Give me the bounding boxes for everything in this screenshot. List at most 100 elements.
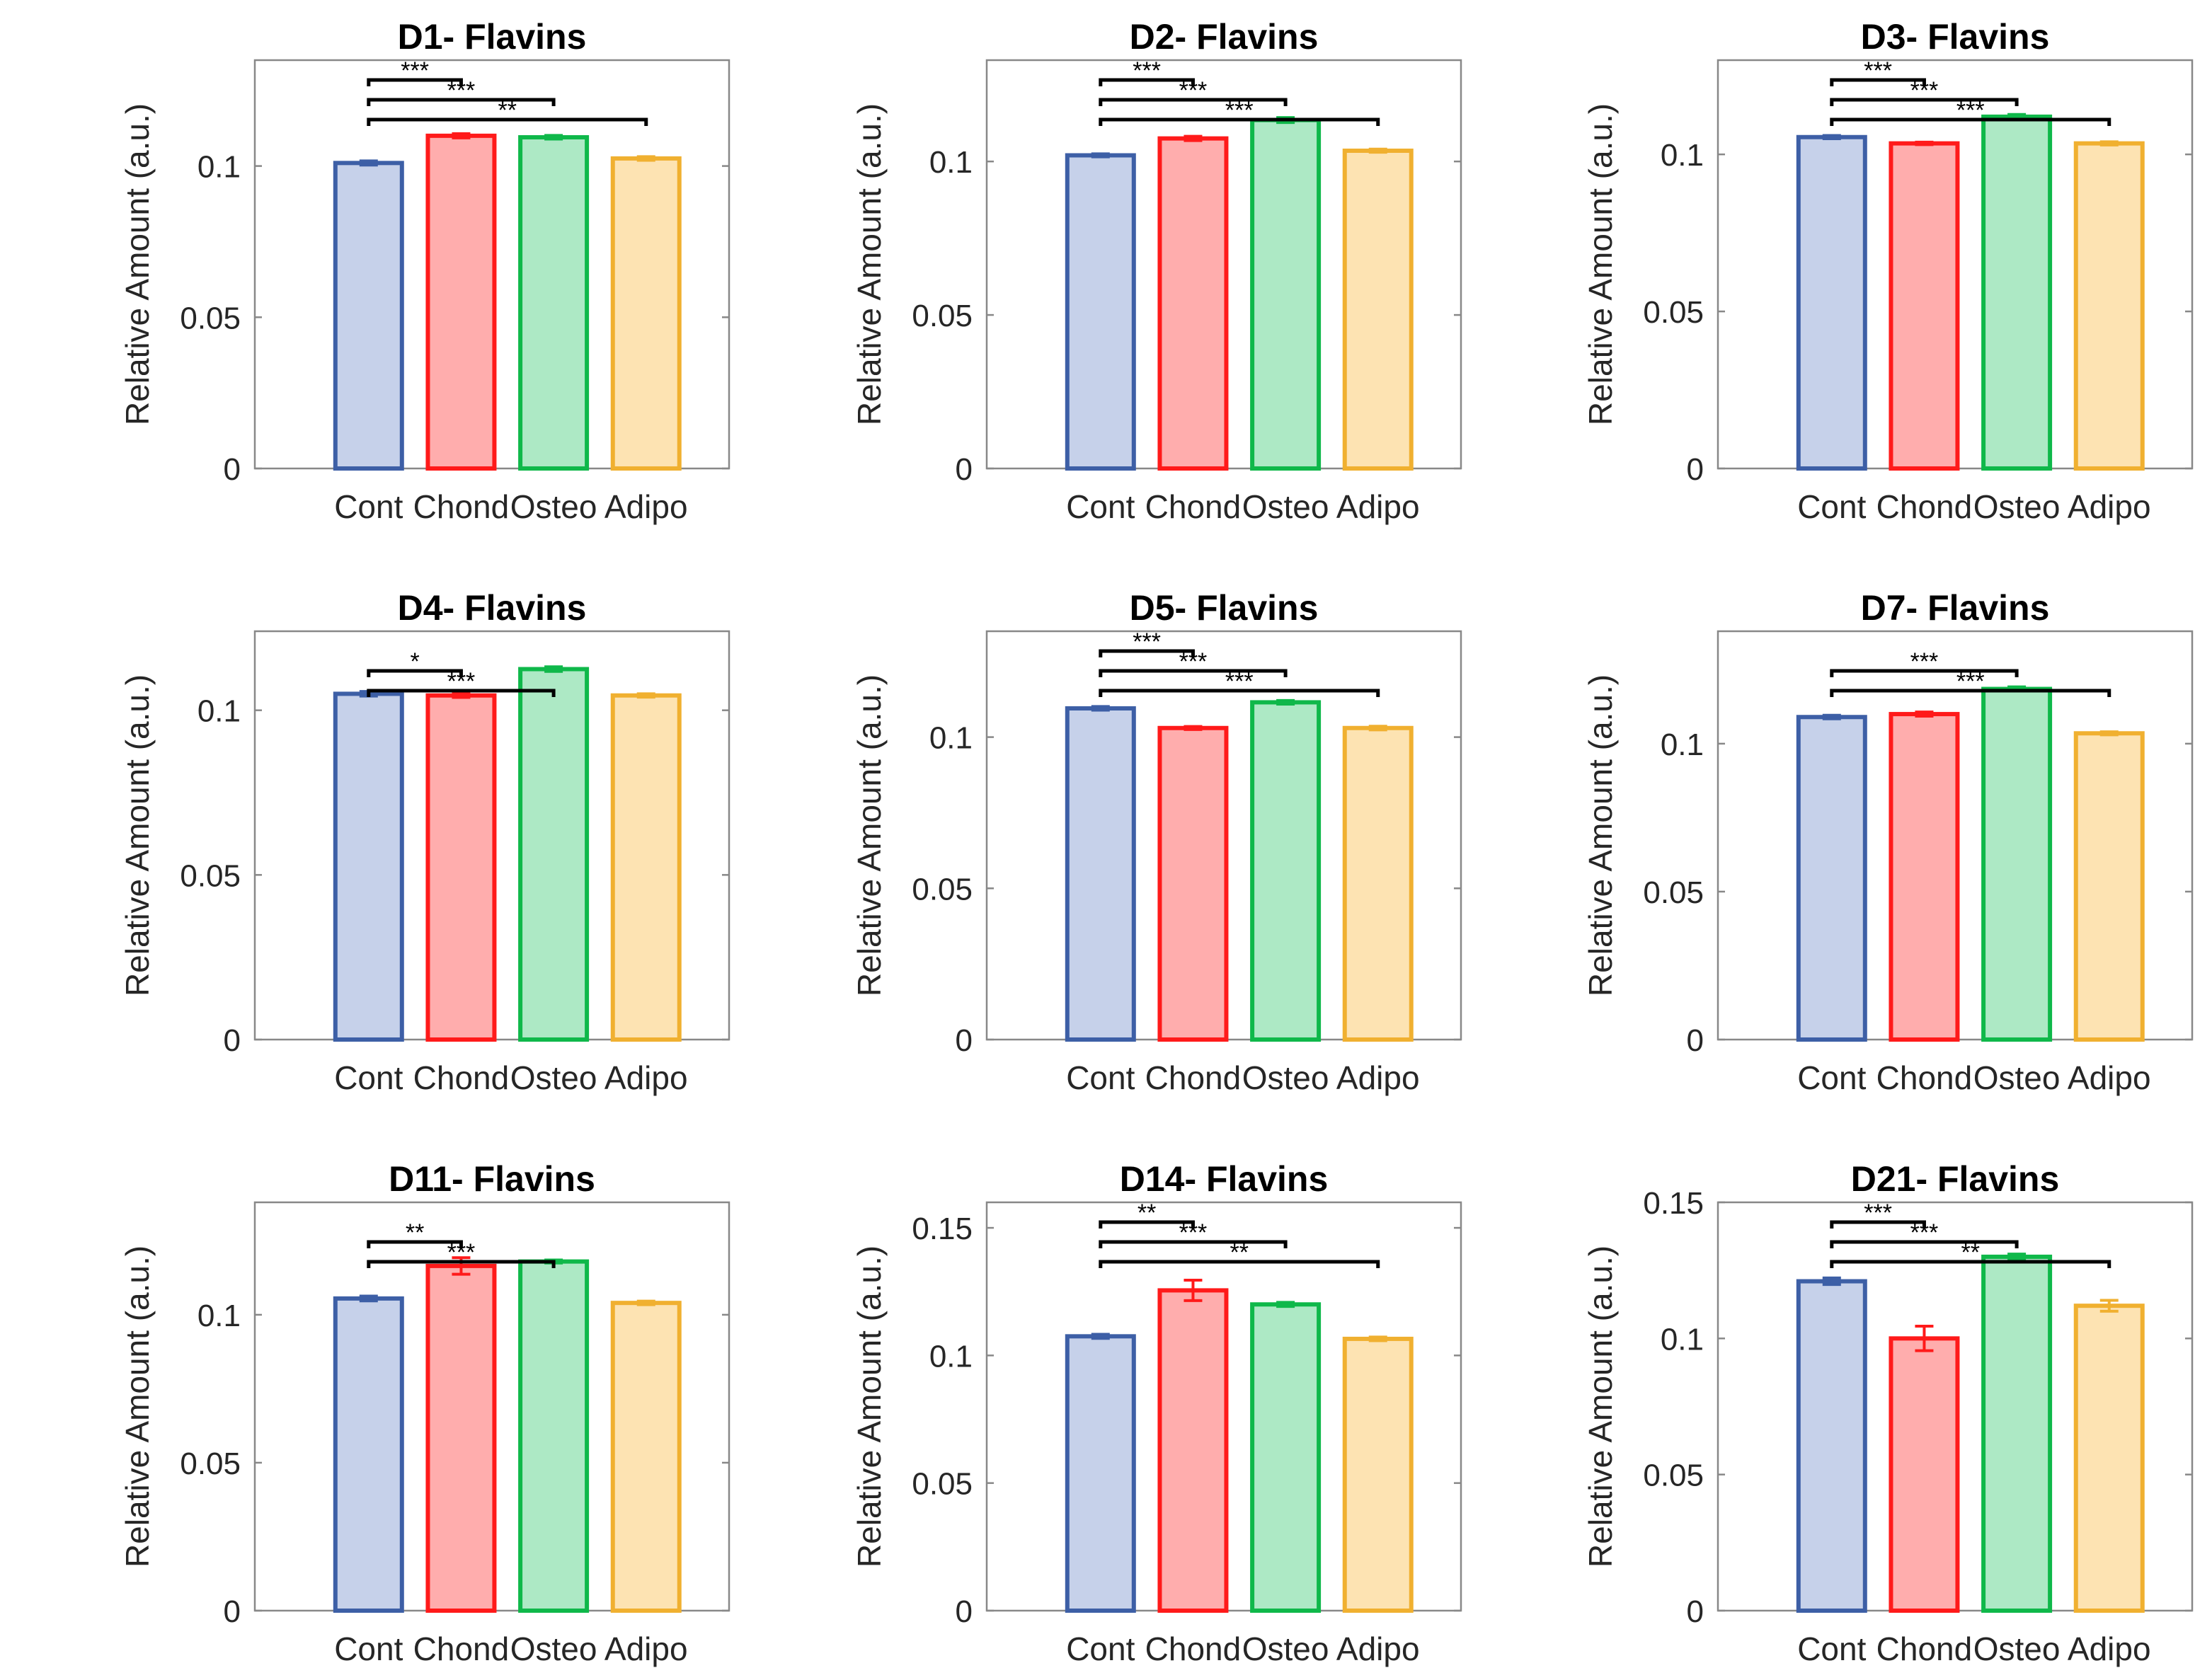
y-tick-label: 0.15 — [912, 1212, 973, 1246]
significance-label: ** — [1230, 1239, 1249, 1266]
significance-bracket — [1830, 1240, 2019, 1248]
chart-panel-9: 0 0.05 0.1 0.15 D21- Flavins Relative Amount … — [1582, 1159, 2194, 1667]
bar-osteo — [1981, 686, 2053, 1042]
significance-bracket — [1099, 1240, 1288, 1248]
y-tick-label: 0.15 — [1643, 1186, 1704, 1221]
bar-adipo — [610, 156, 682, 471]
bar-adipo — [2073, 731, 2145, 1042]
significance-label: *** — [1179, 77, 1208, 104]
chart-title: D11- Flavins — [389, 1159, 595, 1199]
significance-label: *** — [1179, 648, 1208, 675]
bar-cont — [1065, 706, 1136, 1042]
x-tick-label: Chond — [1145, 1630, 1242, 1667]
significance-label: ** — [406, 1219, 424, 1246]
chart-title: D5- Flavins — [1130, 588, 1319, 628]
y-tick-label: 0 — [1687, 1594, 1704, 1629]
y-axis-label: Relative Amount (a.u.) — [851, 1245, 888, 1567]
significance-bracket — [367, 117, 648, 126]
significance-bracket — [1830, 78, 1926, 86]
y-tick-label: 0.05 — [912, 1467, 973, 1502]
significance-bracket — [367, 1260, 556, 1268]
bar-adipo — [1342, 725, 1414, 1042]
significance-label: *** — [1956, 668, 1985, 695]
chart-panel-7: 0 0.05 0.1 D11- Flavins Relative Amount (a.u… — [119, 1159, 730, 1667]
y-tick-label: 0 — [224, 1594, 241, 1629]
chart-title: D21- Flavins — [1851, 1159, 2060, 1199]
bar-osteo — [1250, 700, 1322, 1042]
significance-bracket — [1830, 1260, 2111, 1268]
y-tick-label: 0.1 — [1661, 727, 1704, 762]
significance-bracket — [1830, 1220, 1926, 1229]
significance-bracket — [367, 98, 556, 106]
y-axis-label: Relative Amount (a.u.) — [1582, 674, 1619, 996]
x-tick-label: Chond — [413, 1059, 510, 1096]
bar-cont — [1065, 153, 1136, 471]
y-tick-label: 0.1 — [929, 721, 973, 756]
bar-cont — [1796, 134, 1867, 471]
y-axis-label: Relative Amount (a.u.) — [119, 1245, 156, 1567]
significance-bracket — [1099, 669, 1288, 677]
significance-label: *** — [1133, 57, 1161, 84]
x-tick-label: Osteo — [510, 1630, 597, 1667]
bar-adipo — [610, 1301, 682, 1613]
significance-label: *** — [447, 77, 476, 104]
significance-bracket — [367, 669, 463, 677]
y-axis-label: Relative Amount (a.u.) — [119, 103, 156, 425]
x-tick-label: Adipo — [2068, 488, 2151, 525]
significance-label: *** — [1910, 1219, 1939, 1246]
y-tick-label: 0 — [956, 1594, 973, 1629]
y-tick-label: 0.05 — [1643, 295, 1704, 330]
bar-chond — [1889, 712, 1960, 1042]
y-tick-label: 0.1 — [929, 1339, 973, 1374]
x-tick-label: Adipo — [2068, 1059, 2151, 1096]
bar-osteo — [1250, 117, 1322, 471]
y-tick-label: 0.05 — [1643, 875, 1704, 910]
x-tick-label: Adipo — [1336, 1059, 1420, 1096]
bar-chond — [1889, 1336, 1960, 1613]
significance-label: *** — [1225, 97, 1254, 124]
significance-bracket — [367, 1240, 463, 1248]
significance-label: ** — [1137, 1199, 1156, 1226]
chart-title: D2- Flavins — [1130, 17, 1319, 57]
chart-title: D1- Flavins — [398, 17, 587, 57]
x-tick-label: Cont — [334, 1059, 403, 1096]
bar-cont — [1796, 715, 1867, 1042]
bar-osteo — [518, 1259, 590, 1613]
significance-label: ** — [1961, 1239, 1980, 1266]
chart-panel-1: 0 0.05 0.1 D1- Flavins Relative Amount (a.u.… — [119, 17, 730, 525]
chart-panel-5: 0 0.05 0.1 D5- Flavins Relative Amount (a.u.… — [851, 588, 1462, 1096]
bar-cont — [1065, 1334, 1136, 1613]
bar-cont — [1796, 1279, 1867, 1613]
x-tick-label: Chond — [413, 488, 510, 525]
significance-bracket — [1099, 98, 1288, 106]
y-tick-label: 0.05 — [1643, 1459, 1704, 1493]
chart-title: D7- Flavins — [1861, 588, 2050, 628]
chart-panel-4: 0 0.05 0.1 D4- Flavins Relative Amount (a.u.… — [119, 588, 730, 1096]
x-tick-label: Cont — [334, 1630, 403, 1667]
bar-chond — [1157, 1288, 1229, 1613]
bar-adipo — [1342, 148, 1414, 471]
bar-osteo — [1981, 1254, 2053, 1613]
significance-bracket — [1099, 1220, 1195, 1229]
bar-osteo — [1250, 1302, 1322, 1613]
significance-bracket — [1830, 98, 2019, 106]
significance-bracket — [367, 78, 463, 86]
x-tick-label: Cont — [1797, 488, 1866, 525]
y-tick-label: 0 — [956, 452, 973, 487]
chart-panel-3: 0 0.05 0.1 D3- Flavins Relative Amount (a.u.… — [1582, 17, 2194, 525]
significance-bracket — [1099, 649, 1195, 657]
y-tick-label: 0.1 — [197, 1299, 241, 1333]
x-tick-label: Cont — [1797, 1630, 1866, 1667]
y-tick-label: 0 — [1687, 452, 1704, 487]
chart-panel-6: 0 0.05 0.1 D7- Flavins Relative Amount (a.u.… — [1582, 588, 2194, 1096]
significance-label: ** — [498, 97, 517, 124]
y-tick-label: 0.05 — [912, 299, 973, 333]
x-tick-label: Osteo — [1973, 488, 2061, 525]
y-tick-label: 0 — [956, 1023, 973, 1058]
x-tick-label: Chond — [1876, 1630, 1973, 1667]
x-tick-label: Adipo — [604, 1059, 688, 1096]
y-tick-label: 0.1 — [1661, 138, 1704, 173]
y-tick-label: 0.05 — [180, 301, 241, 335]
significance-bracket — [1099, 689, 1380, 697]
